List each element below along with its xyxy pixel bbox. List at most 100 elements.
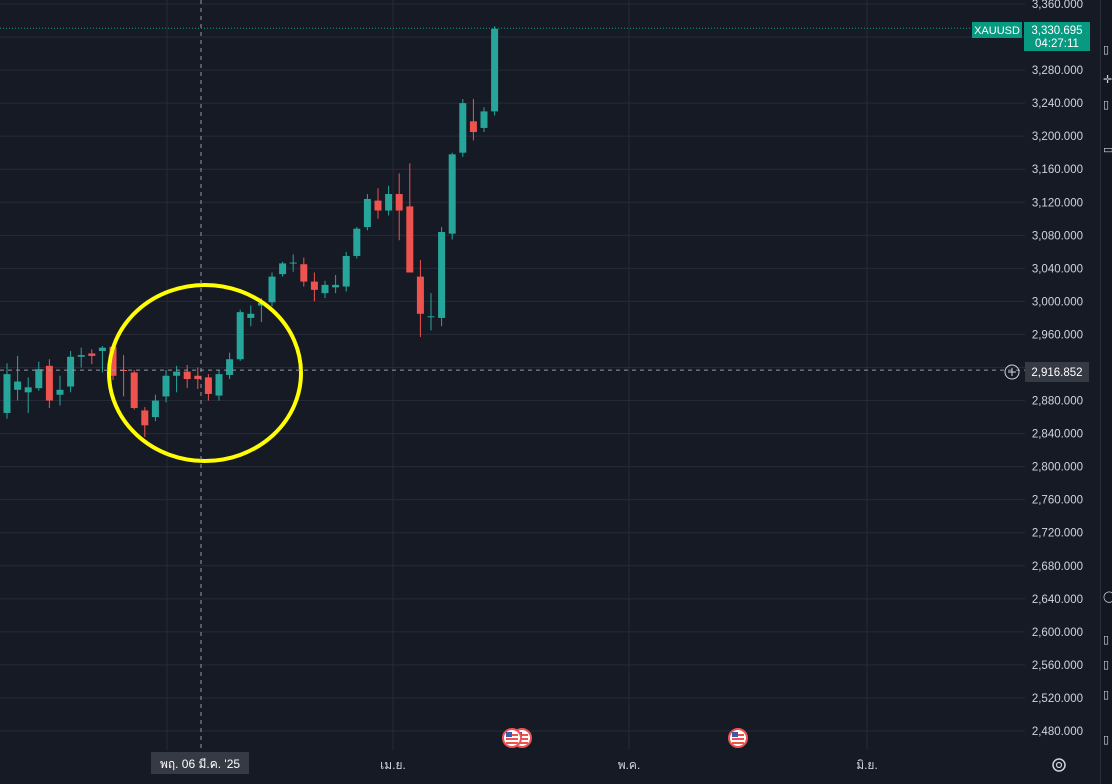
candle xyxy=(45,359,53,408)
us-flag-icon[interactable] xyxy=(502,728,522,748)
y-tick-label: 3,120.000 xyxy=(1032,197,1083,209)
candle-body xyxy=(469,121,477,133)
candle-body xyxy=(215,374,223,396)
candle xyxy=(56,375,64,406)
candle-body xyxy=(416,276,424,314)
candle xyxy=(14,355,22,401)
toolbar-icon[interactable]: ▯ xyxy=(1103,689,1110,701)
y-tick-label: 3,280.000 xyxy=(1032,65,1083,77)
candle-body xyxy=(268,276,276,303)
y-tick-label: 2,480.000 xyxy=(1032,726,1083,738)
candle xyxy=(332,274,340,294)
y-tick-label: 2,600.000 xyxy=(1032,627,1083,639)
candle xyxy=(459,99,467,157)
y-tick-label: 2,680.000 xyxy=(1032,561,1083,573)
candle-body xyxy=(353,228,361,256)
highlight-circle xyxy=(107,283,303,463)
candle xyxy=(448,152,456,240)
symbol-label: XAUUSD xyxy=(974,25,1020,37)
y-tick-label: 2,840.000 xyxy=(1032,429,1083,441)
candle-body xyxy=(35,369,43,389)
candle-body xyxy=(427,316,435,318)
gear-icon[interactable] xyxy=(1052,758,1066,772)
candles-group xyxy=(3,26,499,437)
candle xyxy=(88,349,96,365)
candle-body xyxy=(45,365,53,401)
candle-body xyxy=(247,313,255,318)
economic-events[interactable] xyxy=(502,728,748,748)
toolbar-icon[interactable]: ▯ xyxy=(1103,659,1110,671)
candle xyxy=(279,261,287,277)
candle xyxy=(406,163,414,273)
y-tick-label: 2,760.000 xyxy=(1032,495,1083,507)
toolbar-icon[interactable]: ✛ xyxy=(1103,74,1112,86)
candle xyxy=(204,374,212,401)
candle xyxy=(151,394,159,422)
x-label-apr: เม.ย. xyxy=(380,758,406,772)
toolbar-icon[interactable]: ▯ xyxy=(1103,44,1110,56)
candle xyxy=(77,347,85,368)
symbol-label-bg xyxy=(972,22,1022,38)
candle-body xyxy=(491,28,499,112)
candle xyxy=(24,377,32,413)
y-tick-label: 3,240.000 xyxy=(1032,98,1083,110)
candle-body xyxy=(310,281,318,290)
candle-body xyxy=(480,111,488,128)
candle-body xyxy=(459,103,467,153)
candle-body xyxy=(130,372,138,408)
candle-body xyxy=(24,387,32,393)
candle xyxy=(247,305,255,327)
time-axis[interactable]: พฤ. 06 มี.ค. '25 เม.ย. พ.ค. มิ.ย. xyxy=(151,752,878,774)
last-price-tag: XAUUSD 3,330.695 04:27:11 xyxy=(972,22,1090,51)
plus-icon[interactable] xyxy=(1004,364,1020,380)
candle-body xyxy=(342,255,350,287)
candle-body xyxy=(289,262,297,264)
candle-body xyxy=(67,356,75,387)
us-flag-icon[interactable] xyxy=(728,728,748,748)
toolbar-icon[interactable]: ▯ xyxy=(1103,734,1110,746)
candle-body xyxy=(88,353,96,356)
candle xyxy=(194,367,202,389)
candle xyxy=(491,26,499,116)
candle-body xyxy=(406,206,414,273)
candle-body xyxy=(194,375,202,380)
candle xyxy=(162,369,170,403)
toolbar-icon[interactable]: ◯ xyxy=(1103,591,1112,603)
y-tick-label: 3,160.000 xyxy=(1032,164,1083,176)
y-tick-label: 3,040.000 xyxy=(1032,263,1083,275)
right-toolbar: ▯ ✛ ▯ ▭ ◯ ▯ ▯ ▯ ▯ xyxy=(1100,0,1112,784)
candle xyxy=(268,272,276,307)
candle xyxy=(300,257,308,287)
candle xyxy=(353,227,361,259)
grid-lines xyxy=(0,0,1025,750)
y-tick-label: 2,800.000 xyxy=(1032,462,1083,474)
crosshair-price-value: 2,916.852 xyxy=(1031,367,1082,379)
candle xyxy=(98,346,106,373)
candle xyxy=(120,355,128,397)
y-tick-label: 3,360.000 xyxy=(1032,0,1083,11)
candle xyxy=(141,407,149,437)
y-tick-label: 3,200.000 xyxy=(1032,131,1083,143)
candle xyxy=(438,227,446,327)
candle xyxy=(427,293,435,331)
crosshair-price-tag[interactable]: 2,916.852 xyxy=(1004,362,1089,382)
candle-body xyxy=(363,198,371,228)
y-tick-label: 2,520.000 xyxy=(1032,693,1083,705)
toolbar-icon[interactable]: ▯ xyxy=(1103,634,1110,646)
toolbar-icon[interactable]: ▭ xyxy=(1103,144,1112,156)
candle-body xyxy=(98,347,106,351)
candle-body xyxy=(438,232,446,318)
candle-body xyxy=(448,154,456,234)
candle xyxy=(3,363,11,419)
candle-body xyxy=(300,264,308,282)
candle xyxy=(236,309,244,361)
candle-body xyxy=(332,284,340,288)
candle-body xyxy=(151,400,159,418)
toolbar-icon[interactable]: ▯ xyxy=(1103,99,1110,111)
candle-body xyxy=(204,377,212,394)
y-tick-label: 2,720.000 xyxy=(1032,528,1083,540)
candle xyxy=(35,361,43,391)
candle-body xyxy=(162,375,170,397)
candle xyxy=(226,352,234,380)
